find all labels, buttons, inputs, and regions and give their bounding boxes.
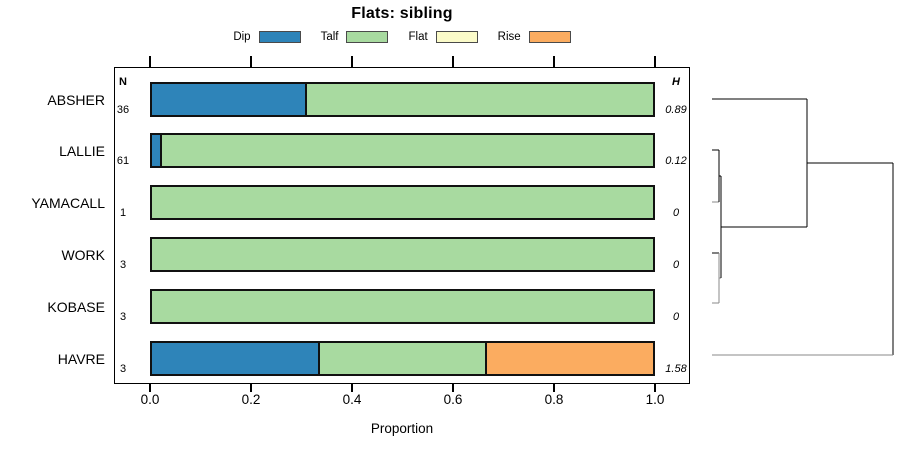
legend-swatch bbox=[258, 31, 301, 43]
axis-tick bbox=[250, 384, 252, 392]
stacked-bar-absher bbox=[150, 82, 655, 117]
bar-segment-dip bbox=[152, 135, 162, 166]
chart-title: Flats: sibling bbox=[351, 5, 453, 22]
axis-tick-label: 1.0 bbox=[645, 392, 665, 407]
bar-segment-talf bbox=[319, 343, 487, 374]
h-value: 1.58 bbox=[665, 363, 687, 375]
bar-segment-talf bbox=[152, 239, 653, 270]
stacked-bar-work bbox=[150, 237, 655, 272]
legend: Dip Talf Flat Rise bbox=[114, 29, 690, 45]
n-value: 1 bbox=[119, 207, 127, 219]
axis-tick bbox=[452, 56, 454, 67]
axis-tick bbox=[553, 384, 555, 392]
axis-tick bbox=[250, 56, 252, 67]
stacked-bar-kobase bbox=[150, 289, 655, 324]
axis-tick bbox=[654, 384, 656, 392]
legend-label: Flat bbox=[408, 31, 428, 43]
axis-tick bbox=[452, 384, 454, 392]
axis-tick bbox=[149, 56, 151, 67]
axis-tick bbox=[149, 384, 151, 392]
row-label-absher: ABSHER bbox=[47, 91, 105, 108]
legend-swatch bbox=[435, 31, 478, 43]
row-label-yamacall: YAMACALL bbox=[31, 194, 105, 211]
legend-swatch bbox=[346, 31, 389, 43]
h-value: 0.89 bbox=[665, 104, 687, 116]
h-value: 0.12 bbox=[665, 155, 687, 167]
row-label-havre: HAVRE bbox=[57, 350, 105, 367]
bar-segment-talf bbox=[161, 135, 653, 166]
bar-segment-dip bbox=[152, 84, 307, 115]
legend-swatch bbox=[528, 31, 571, 43]
axis-tick-label: 0.0 bbox=[140, 392, 160, 407]
legend-label: Dip bbox=[233, 31, 251, 43]
legend-item-flat: Flat bbox=[408, 31, 478, 43]
bar-segment-talf bbox=[152, 187, 653, 218]
legend-item-rise: Rise bbox=[498, 31, 571, 43]
bar-segment-talf bbox=[306, 84, 653, 115]
axis-tick-label: 0.2 bbox=[241, 392, 261, 407]
stacked-bar-yamacall bbox=[150, 185, 655, 220]
n-value: 61 bbox=[116, 155, 130, 167]
x-axis-title: Proportion bbox=[370, 421, 434, 436]
legend-item-dip: Dip bbox=[233, 31, 301, 43]
h-column-header: H bbox=[672, 76, 680, 88]
n-value: 36 bbox=[116, 104, 130, 116]
n-column-header: N bbox=[119, 76, 127, 88]
h-value: 0 bbox=[672, 311, 680, 323]
legend-label: Rise bbox=[497, 31, 521, 43]
row-label-work: WORK bbox=[61, 246, 105, 263]
stacked-bar-havre bbox=[150, 341, 655, 376]
legend-label: Talf bbox=[320, 31, 339, 43]
stacked-bar-lallie bbox=[150, 133, 655, 168]
h-value: 0 bbox=[672, 207, 680, 219]
axis-tick bbox=[351, 384, 353, 392]
bar-segment-dip bbox=[152, 343, 320, 374]
axis-tick bbox=[654, 56, 656, 67]
axis-tick-label: 0.4 bbox=[342, 392, 362, 407]
axis-tick-label: 0.8 bbox=[544, 392, 564, 407]
row-label-kobase: KOBASE bbox=[47, 298, 105, 315]
plot-frame bbox=[114, 67, 690, 384]
legend-item-talf: Talf bbox=[321, 31, 389, 43]
axis-tick-label: 0.6 bbox=[443, 392, 463, 407]
row-label-lallie: LALLIE bbox=[59, 142, 105, 159]
axis-tick bbox=[351, 56, 353, 67]
n-value: 3 bbox=[119, 363, 127, 375]
axis-tick bbox=[553, 56, 555, 67]
h-value: 0 bbox=[672, 259, 680, 271]
n-value: 3 bbox=[119, 311, 127, 323]
n-value: 3 bbox=[119, 259, 127, 271]
bar-segment-talf bbox=[152, 291, 653, 322]
bar-segment-rise bbox=[487, 343, 653, 374]
